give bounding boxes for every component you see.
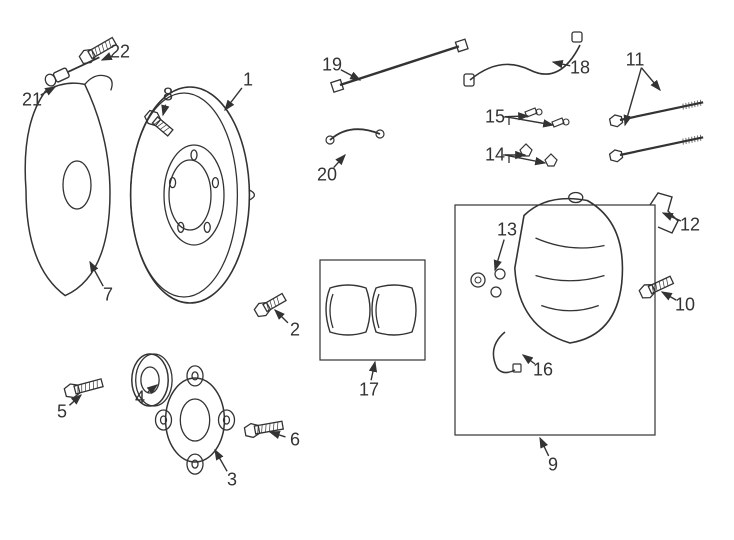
callout-label-9: 9 xyxy=(548,455,558,476)
callout-label-5: 5 xyxy=(57,402,67,423)
callout-label-13: 13 xyxy=(497,220,517,241)
callout-label-20: 20 xyxy=(317,165,337,186)
callout-label-4: 4 xyxy=(135,388,145,409)
callout-label-3: 3 xyxy=(227,470,237,491)
callout-label-17: 17 xyxy=(359,380,379,401)
callout-label-2: 2 xyxy=(290,320,300,341)
callout-label-7: 7 xyxy=(103,285,113,306)
callout-label-6: 6 xyxy=(290,430,300,451)
callout-label-16: 16 xyxy=(533,360,553,381)
callout-label-22: 22 xyxy=(110,42,130,63)
callout-label-1: 1 xyxy=(243,70,253,91)
callout-label-11: 11 xyxy=(626,50,645,71)
callout-label-21: 21 xyxy=(22,90,42,111)
callout-label-10: 10 xyxy=(675,295,695,316)
callout-label-8: 8 xyxy=(163,85,173,106)
callout-label-14: 14 xyxy=(485,145,505,166)
callout-label-19: 19 xyxy=(322,55,342,76)
callout-label-15: 15 xyxy=(485,107,505,128)
callout-label-12: 12 xyxy=(680,215,700,236)
callout-label-18: 18 xyxy=(570,58,590,79)
diagram-canvas xyxy=(0,0,734,540)
